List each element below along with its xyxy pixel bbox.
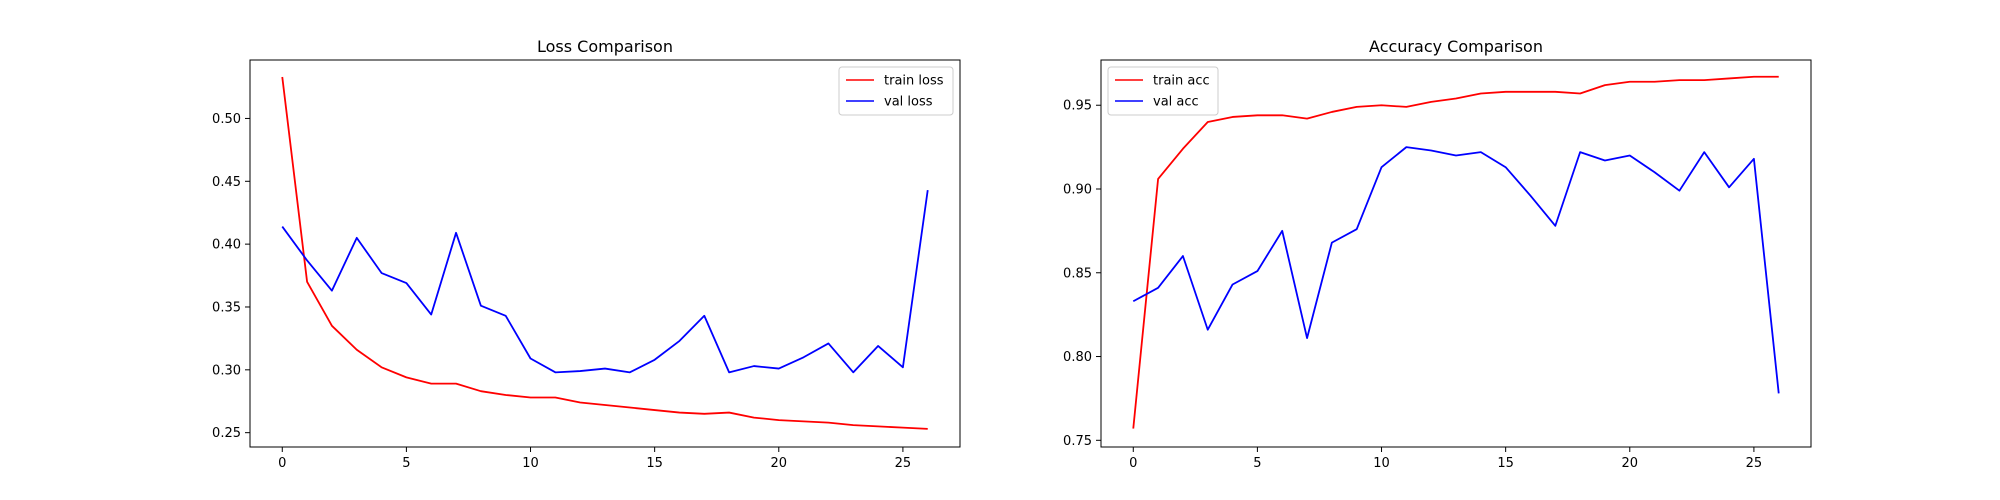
accuracy-legend-box bbox=[1107, 66, 1219, 116]
accuracy-y-tick-label: 0.80 bbox=[1063, 350, 1092, 365]
accuracy-x-ticks: 0 5 10 15 20 25 bbox=[1129, 447, 1762, 471]
loss-x-tick-label: 10 bbox=[522, 456, 539, 471]
accuracy-x-tick-label: 5 bbox=[1253, 456, 1261, 471]
accuracy-legend-val-label: val acc bbox=[1153, 95, 1199, 110]
loss-legend: train loss val loss bbox=[838, 66, 954, 116]
accuracy-series-lines bbox=[1132, 75, 1780, 429]
accuracy-y-tick-label: 0.95 bbox=[1063, 99, 1092, 114]
val-acc-line bbox=[1132, 146, 1780, 394]
loss-y-tick-label: 0.30 bbox=[212, 363, 241, 378]
loss-chart-title: Loss Comparison bbox=[537, 37, 673, 56]
loss-y-tick-label: 0.40 bbox=[212, 238, 241, 253]
loss-x-tick-label: 20 bbox=[771, 456, 788, 471]
val-loss-line bbox=[281, 189, 929, 374]
loss-series-lines bbox=[281, 76, 929, 430]
loss-legend-box bbox=[838, 66, 954, 116]
loss-y-tick-label: 0.45 bbox=[212, 175, 241, 190]
accuracy-x-tick-label: 15 bbox=[1497, 456, 1514, 471]
train-loss-line bbox=[281, 76, 928, 430]
accuracy-legend-train-label: train acc bbox=[1153, 74, 1210, 89]
loss-x-tick-label: 0 bbox=[278, 456, 286, 471]
accuracy-y-tick-label: 0.90 bbox=[1063, 183, 1092, 198]
loss-x-ticks: 0 5 10 15 20 25 bbox=[278, 447, 911, 471]
accuracy-legend: train acc val acc bbox=[1107, 66, 1219, 116]
loss-axes-frame bbox=[249, 59, 961, 448]
loss-y-tick-label: 0.35 bbox=[212, 300, 241, 315]
loss-y-tick-label: 0.50 bbox=[212, 112, 241, 127]
loss-y-tick-label: 0.25 bbox=[212, 426, 241, 441]
loss-x-tick-label: 5 bbox=[402, 456, 410, 471]
accuracy-y-tick-label: 0.75 bbox=[1063, 434, 1092, 449]
accuracy-chart-title: Accuracy Comparison bbox=[1369, 37, 1543, 56]
loss-y-ticks: 0.25 0.30 0.35 0.40 0.45 0.50 bbox=[212, 112, 250, 441]
accuracy-x-tick-label: 10 bbox=[1373, 456, 1390, 471]
accuracy-y-ticks: 0.75 0.80 0.85 0.90 0.95 bbox=[1063, 99, 1101, 449]
loss-legend-train-label: train loss bbox=[884, 74, 944, 89]
accuracy-x-tick-label: 20 bbox=[1622, 456, 1639, 471]
accuracy-x-tick-label: 25 bbox=[1746, 456, 1763, 471]
loss-x-tick-label: 25 bbox=[895, 456, 912, 471]
accuracy-chart: Accuracy Comparison 0 5 10 15 20 25 0.750.800… bbox=[1063, 37, 1812, 471]
train-acc-line bbox=[1132, 75, 1779, 429]
accuracy-y-tick-label: 0.85 bbox=[1063, 266, 1092, 281]
accuracy-axes-frame bbox=[1100, 59, 1812, 448]
loss-chart: Loss Comparison 0 5 10 15 20 25 0.250.300.350… bbox=[212, 37, 961, 471]
loss-x-tick-label: 15 bbox=[646, 456, 663, 471]
loss-legend-val-label: val loss bbox=[884, 95, 933, 110]
accuracy-x-tick-label: 0 bbox=[1129, 456, 1137, 471]
